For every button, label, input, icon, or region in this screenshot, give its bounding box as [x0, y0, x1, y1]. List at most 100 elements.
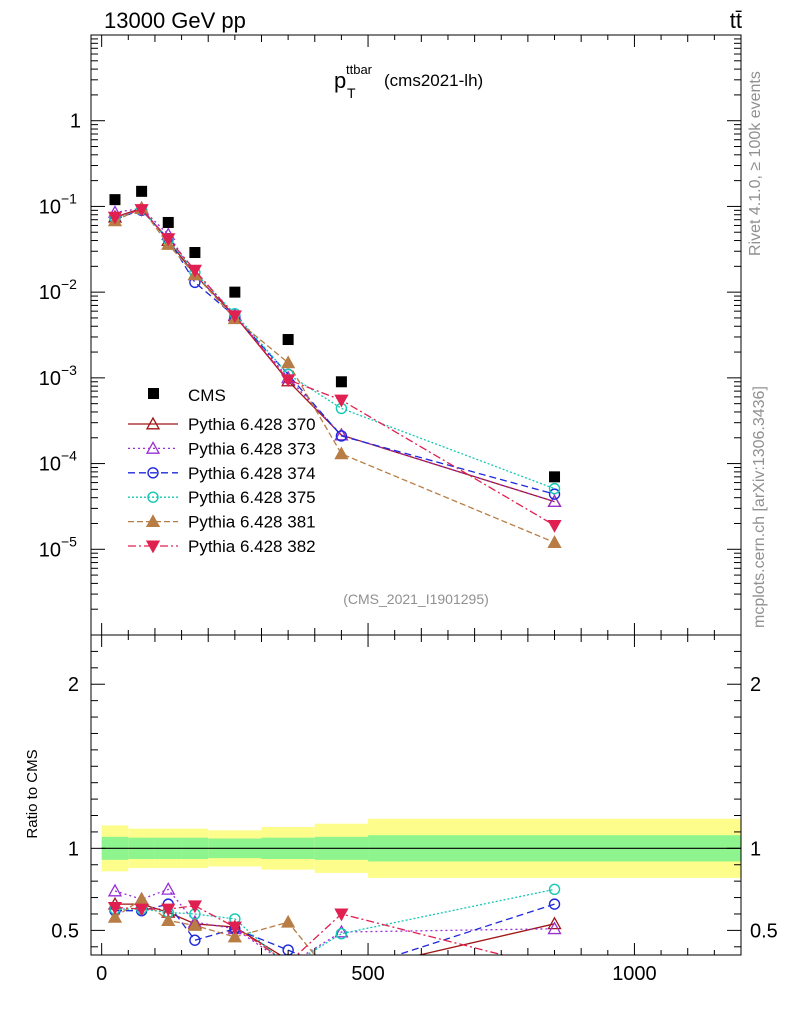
y-tick-label-exponent: −2 — [61, 276, 77, 292]
title-subscript: T — [347, 85, 356, 101]
series-line-ratio — [114, 905, 506, 955]
series-point-main — [548, 488, 561, 500]
process-label: tt̄ — [730, 8, 742, 33]
series-point-ratio — [335, 927, 348, 940]
series-point-ratio — [189, 934, 201, 946]
y-tick-label-base: 10 — [39, 196, 61, 218]
legend-marker-cms — [148, 388, 159, 399]
series-point-ratio — [187, 918, 202, 931]
y-tick-label-exponent: −5 — [61, 533, 77, 549]
main-panel — [107, 185, 562, 548]
ratio-panel — [101, 818, 741, 993]
y-tick-label-main: 10 −2 — [39, 276, 77, 304]
series-line-ratio — [114, 888, 555, 955]
y-tick-label-main: 10 −5 — [39, 533, 77, 561]
series-point-main — [334, 446, 349, 460]
series-point-ratio — [334, 908, 349, 922]
series-point-ratio — [286, 952, 290, 955]
series-point-ratio — [336, 968, 346, 978]
series-point-main — [547, 494, 562, 508]
legend: CMS Pythia 6.428 370 Pythia 6.428 373 Pyth… — [128, 386, 316, 556]
series-point-ratio — [547, 921, 562, 935]
series-point-ratio — [134, 891, 149, 905]
cms-data-point — [335, 376, 347, 388]
y-tick-label-base: 10 — [39, 282, 61, 304]
series-point-main — [335, 430, 348, 442]
series-point-main — [161, 233, 176, 247]
y-tick-label-ratio: 0.5 — [51, 920, 79, 942]
series-point-ratio — [107, 883, 123, 897]
series-point-ratio — [227, 921, 242, 935]
series-point-ratio — [282, 958, 294, 969]
series-point-main — [107, 211, 123, 225]
series-line-main — [114, 208, 555, 490]
title-tag: (cms2021-lh) — [384, 71, 483, 90]
series-point-main — [134, 204, 149, 217]
y-tick-label-ratio: 2 — [68, 674, 79, 696]
y-tick-label-base: 10 — [39, 454, 61, 476]
series-line-ratio — [114, 898, 316, 955]
series-point-ratio — [161, 882, 176, 895]
y-tick-label-ratio: 1 — [68, 838, 79, 860]
cms-data-point — [109, 194, 121, 206]
legend-marker — [145, 540, 161, 554]
legend-label-cms: CMS — [188, 386, 226, 405]
y-tick-label-base: 1 — [70, 111, 81, 133]
y-tick-label-main: 10 −4 — [39, 448, 77, 476]
series-point-ratio — [334, 924, 349, 938]
x-tick-label: 0 — [96, 963, 107, 985]
series-point-main — [547, 535, 562, 548]
series-point-ratio — [134, 903, 149, 917]
series-point-main — [187, 264, 202, 278]
series-point-ratio — [547, 916, 562, 930]
series-point-main — [334, 394, 349, 408]
ratio-ylabel: Ratio to CMS — [24, 749, 41, 838]
series-point-ratio — [549, 979, 561, 990]
cms-data-point — [162, 216, 174, 228]
series-point-ratio — [161, 903, 176, 917]
cms-data-point — [229, 286, 241, 298]
plot-title: p ttbar T (cms2021-lh) — [334, 62, 483, 101]
energy-label: 13000 GeV pp — [104, 8, 246, 33]
x-tick-label: 1000 — [612, 963, 657, 985]
y-tick-label-ratio-right: 1 — [750, 838, 761, 860]
series-line-main — [114, 207, 555, 503]
series-point-ratio — [548, 898, 561, 910]
title-superscript: ttbar — [346, 62, 373, 77]
series-point-ratio — [227, 929, 242, 943]
series-point-main — [547, 519, 562, 533]
y-tick-label-main: 10 −3 — [39, 362, 77, 390]
rivet-version-label: Rivet 4.1.0, ≥ 100k events — [747, 71, 764, 256]
y-tick-label-main: 10 −1 — [39, 190, 77, 218]
y-tick-label-ratio-right: 0.5 — [750, 920, 778, 942]
y-tick-label-exponent: −1 — [61, 190, 77, 206]
series-point-ratio — [548, 883, 561, 896]
legend-label: Pythia 6.428 370 — [188, 415, 316, 434]
y-tick-label-base: 10 — [39, 368, 61, 390]
legend-label: Pythia 6.428 375 — [188, 488, 316, 507]
x-tick-label: 500 — [351, 963, 384, 985]
legend-label: Pythia 6.428 374 — [188, 464, 316, 483]
series-point-ratio — [335, 967, 347, 978]
legend-label: Pythia 6.428 382 — [188, 537, 316, 556]
series-line-main — [114, 207, 555, 544]
series-point-ratio — [549, 963, 561, 974]
series-point-ratio — [282, 959, 294, 970]
title-main: p — [334, 68, 346, 93]
legend-marker — [145, 441, 161, 454]
cms-data-point — [282, 334, 294, 346]
series-point-ratio — [283, 961, 293, 971]
legend-marker — [147, 491, 159, 503]
series-point-main — [281, 355, 296, 369]
series-point-ratio — [335, 982, 347, 993]
legend-label: Pythia 6.428 381 — [188, 513, 316, 532]
series-point-ratio — [187, 900, 202, 914]
analysis-id: (CMS_2021_I1901295) — [343, 591, 489, 607]
series-point-ratio — [281, 914, 296, 928]
y-tick-label-base: 10 — [39, 539, 61, 561]
series-line-ratio — [114, 903, 555, 955]
series-point-ratio — [107, 909, 123, 923]
series-point-main — [334, 427, 349, 441]
ratio-frame — [90, 634, 742, 956]
